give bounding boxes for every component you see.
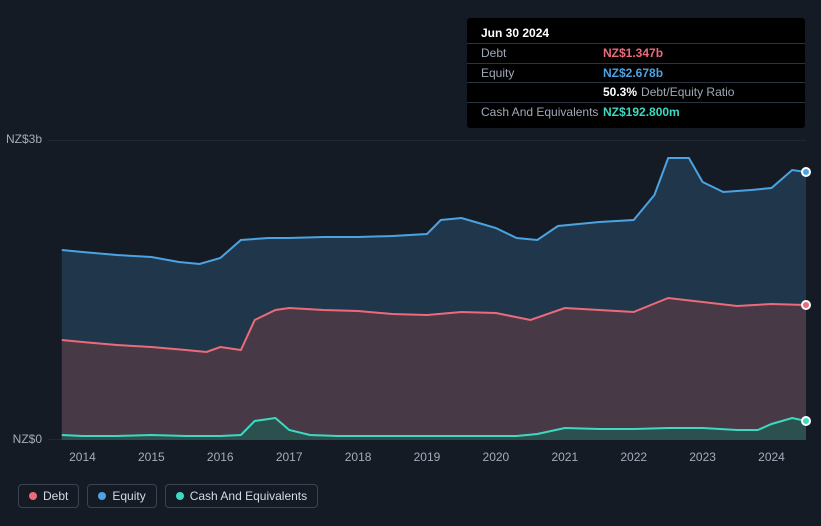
x-tick-label: 2023 (683, 450, 723, 464)
tooltip-row: DebtNZ$1.347b (467, 44, 805, 64)
end-marker (801, 300, 811, 310)
x-tick-label: 2020 (476, 450, 516, 464)
legend-dot-icon (176, 492, 184, 500)
x-tick-label: 2022 (614, 450, 654, 464)
chart-tooltip: Jun 30 2024DebtNZ$1.347bEquityNZ$2.678b5… (467, 18, 805, 128)
tooltip-date: Jun 30 2024 (467, 24, 805, 44)
area-chart (48, 140, 806, 440)
legend-item-equity[interactable]: Equity (87, 484, 156, 508)
x-tick-label: 2014 (62, 450, 102, 464)
x-tick-label: 2018 (338, 450, 378, 464)
tooltip-value: NZ$2.678b (603, 65, 663, 82)
tooltip-label: Cash And Equivalents (481, 104, 603, 121)
tooltip-value: NZ$192.800m (603, 104, 680, 121)
tooltip-row: EquityNZ$2.678b (467, 64, 805, 84)
chart-legend: Debt Equity Cash And Equivalents (18, 484, 318, 508)
tooltip-value: NZ$1.347b (603, 45, 663, 62)
legend-label: Cash And Equivalents (190, 489, 307, 503)
tooltip-value: Debt/Equity Ratio (641, 85, 734, 99)
tooltip-label: Debt (481, 45, 603, 62)
x-tick-label: 2019 (407, 450, 447, 464)
legend-label: Equity (112, 489, 145, 503)
tooltip-row: 50.3% Debt/Equity Ratio (467, 83, 805, 103)
tooltip-pct: 50.3% (603, 85, 637, 99)
tooltip-label (481, 84, 603, 101)
y-axis-label: NZ$3b (0, 132, 42, 146)
x-tick-label: 2017 (269, 450, 309, 464)
x-axis-labels: 2014 2015 2016 2017 2018 2019 2020 2021 2022 2023… (62, 450, 791, 464)
end-marker (801, 167, 811, 177)
y-axis-label: NZ$0 (0, 432, 42, 446)
legend-item-cash-and-equivalents[interactable]: Cash And Equivalents (165, 484, 318, 508)
legend-item-debt[interactable]: Debt (18, 484, 79, 508)
x-tick-label: 2015 (131, 450, 171, 464)
x-tick-label: 2016 (200, 450, 240, 464)
legend-dot-icon (98, 492, 106, 500)
end-marker (801, 416, 811, 426)
tooltip-row: Cash And EquivalentsNZ$192.800m (467, 103, 805, 122)
tooltip-label: Equity (481, 65, 603, 82)
legend-dot-icon (29, 492, 37, 500)
x-tick-label: 2024 (752, 450, 792, 464)
legend-label: Debt (43, 489, 68, 503)
x-tick-label: 2021 (545, 450, 585, 464)
